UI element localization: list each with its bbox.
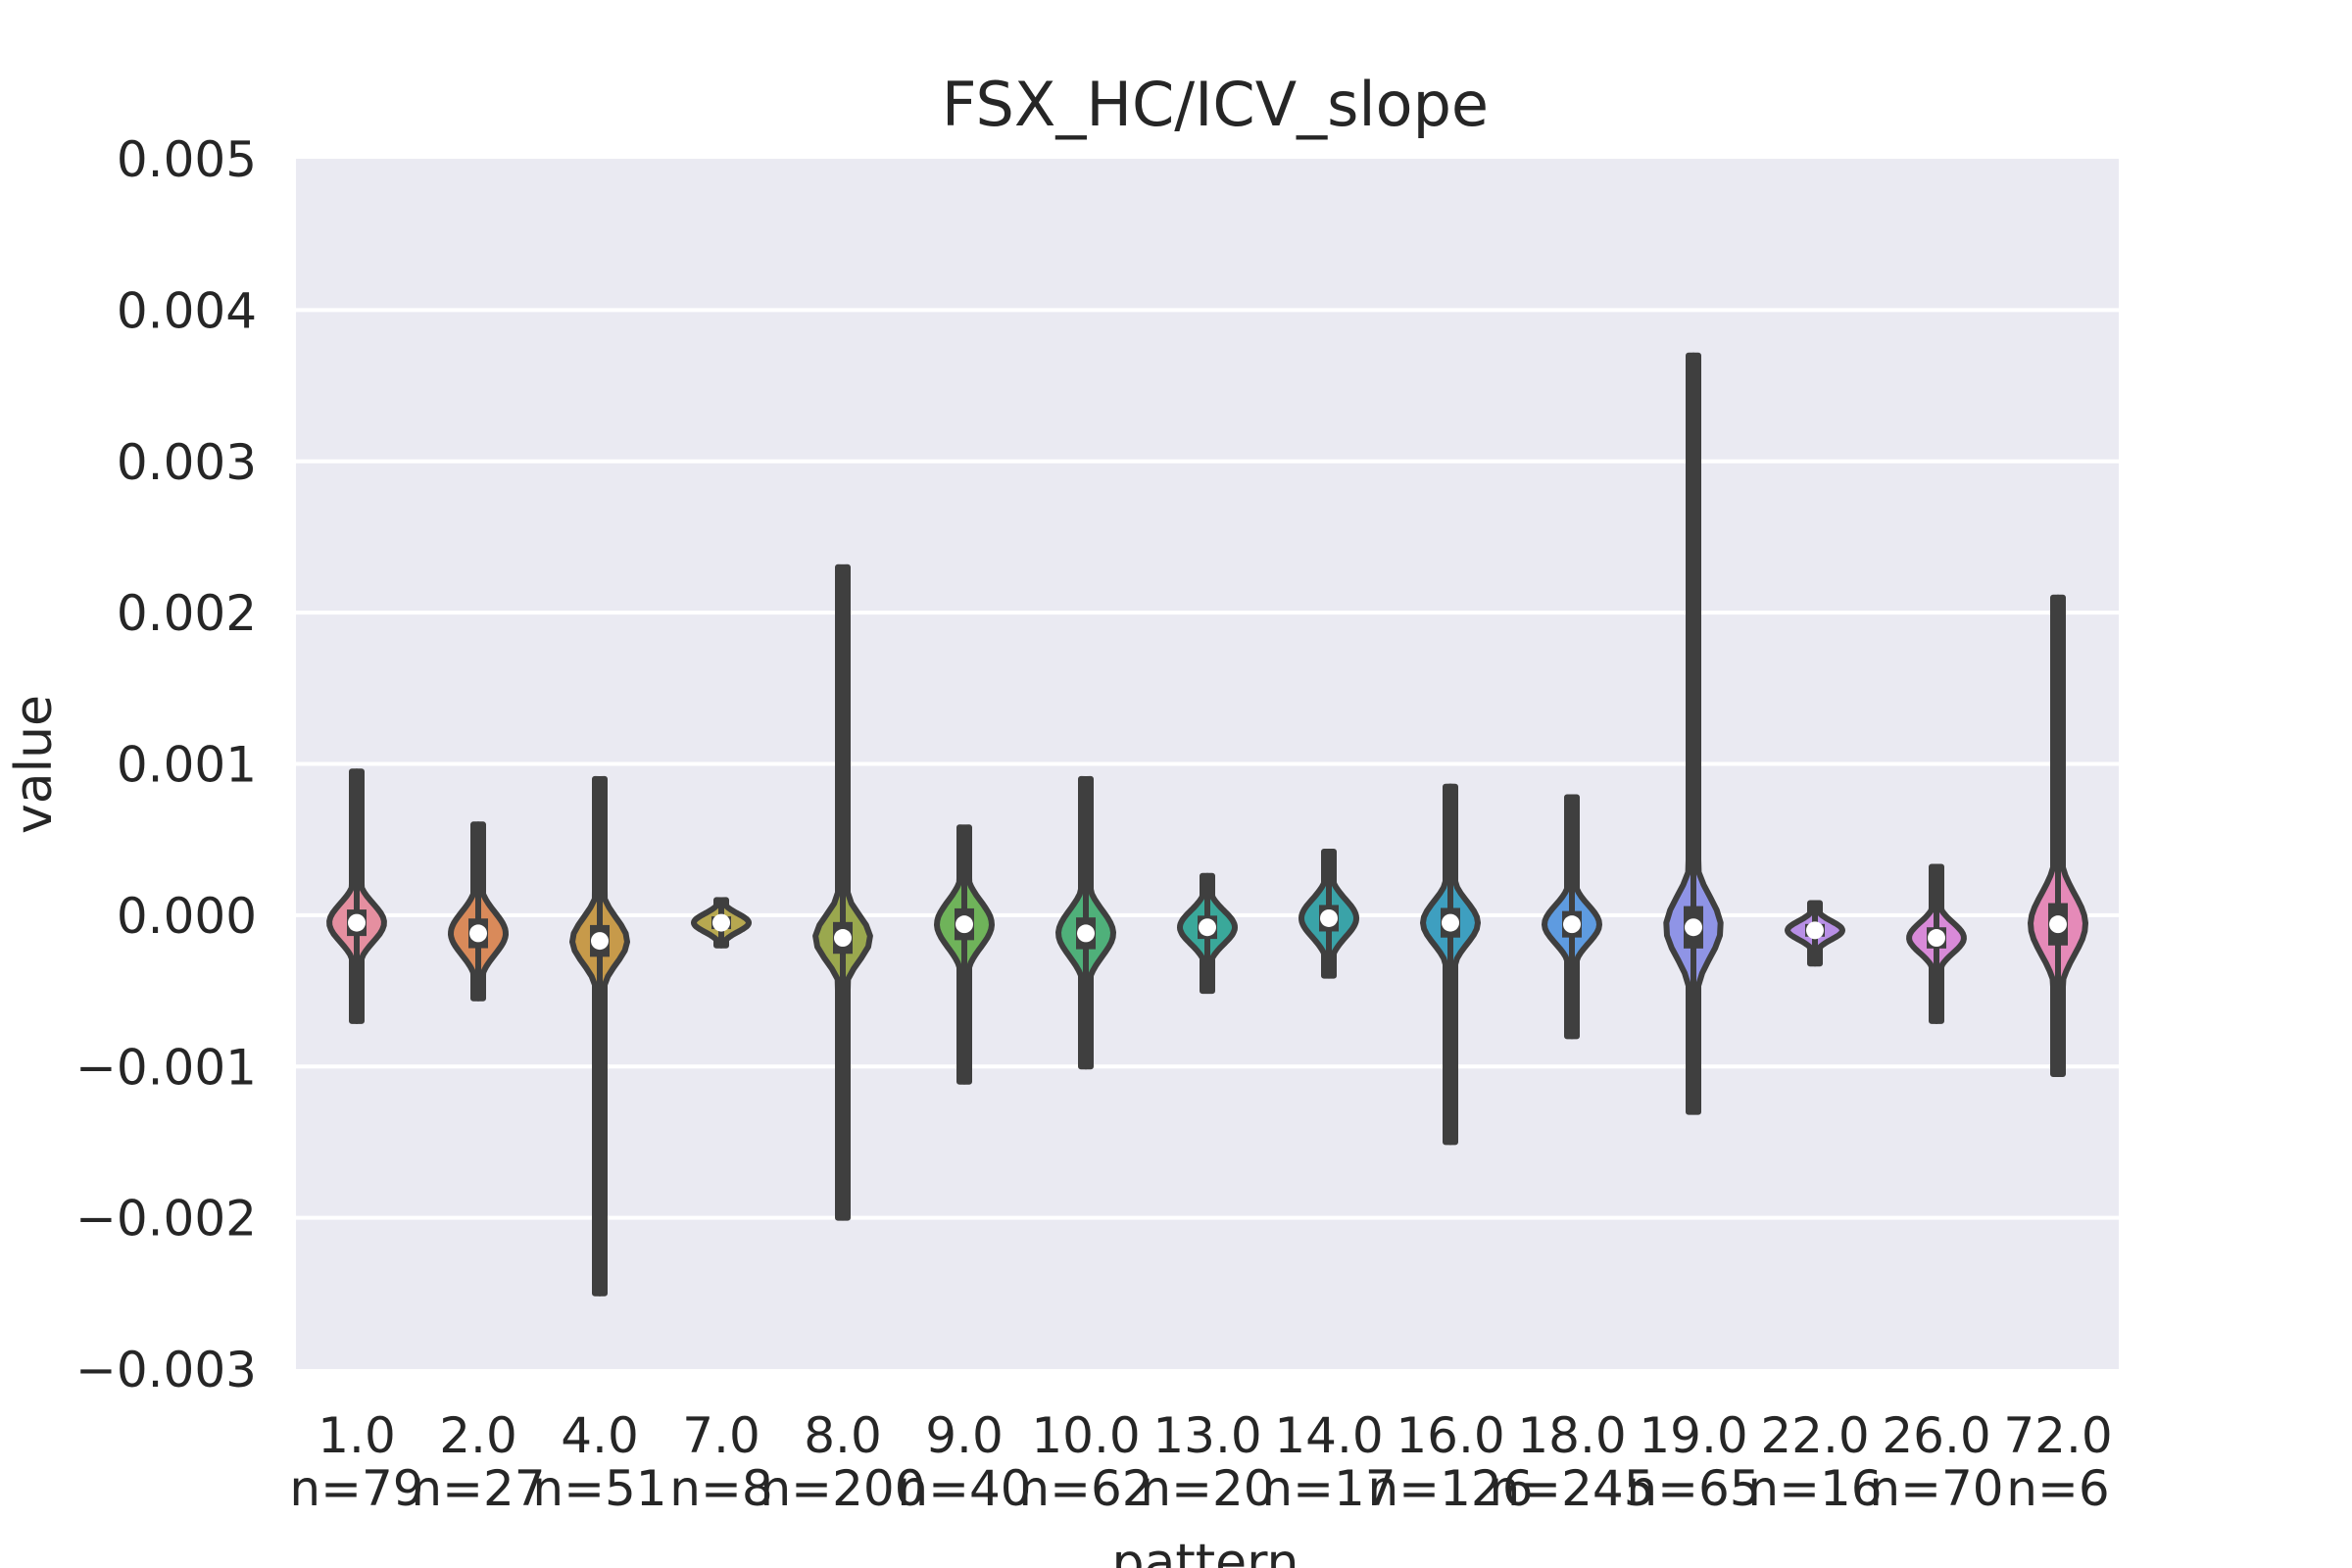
x-tick-label: 18.0: [1517, 1407, 1626, 1464]
median-marker: [1442, 913, 1459, 932]
violin: [1420, 783, 1481, 1146]
y-tick-label: −0.001: [75, 1039, 257, 1096]
violin: [1785, 900, 1845, 967]
y-tick-label: 0.000: [117, 888, 257, 945]
median-marker: [712, 913, 730, 932]
x-tick-label: 16.0: [1396, 1407, 1504, 1464]
x-tick-count-label: n=27: [411, 1460, 545, 1517]
median-marker: [2049, 915, 2067, 934]
y-tick-labels: −0.003 −0.002 −0.001 0.000 0.001 0.002 0.003 0.…: [75, 131, 257, 1398]
x-tick-label: 10.0: [1031, 1407, 1140, 1464]
violin: [1542, 794, 1602, 1040]
violin: [569, 775, 630, 1297]
x-tick-count-label: n=17: [1261, 1460, 1396, 1517]
x-tick-count-label: n=245: [1489, 1460, 1654, 1517]
x-tick-label: 14.0: [1274, 1407, 1383, 1464]
x-tick-label: 1.0: [318, 1407, 396, 1464]
x-tick-label: 19.0: [1639, 1407, 1747, 1464]
violin: [934, 824, 995, 1085]
median-marker: [469, 924, 487, 943]
median-marker: [1685, 918, 1702, 937]
x-tick-count-label: n=65: [1626, 1460, 1760, 1517]
median-marker: [1806, 921, 1824, 940]
y-tick-label: −0.003: [75, 1342, 257, 1398]
median-marker: [1320, 908, 1338, 927]
x-tick-label: 2.0: [439, 1407, 517, 1464]
x-tick-count-label: n=70: [1869, 1460, 2003, 1517]
violin: [812, 564, 873, 1221]
x-tick-labels: 1.0n=792.0n=274.0n=517.0n=88.0n=2009.0n=…: [289, 1407, 2112, 1517]
median-marker: [1077, 924, 1095, 943]
median-marker: [956, 915, 973, 934]
x-tick-count-label: n=8: [669, 1460, 772, 1517]
x-tick-count-label: n=126: [1367, 1460, 1533, 1517]
y-tick-label: 0.005: [117, 131, 257, 188]
y-tick-label: −0.002: [75, 1191, 257, 1248]
violin: [1177, 872, 1238, 995]
x-tick-label: 22.0: [1760, 1407, 1869, 1464]
x-tick-count-label: n=79: [289, 1460, 423, 1517]
violin: [1298, 849, 1359, 979]
x-tick-label: 7.0: [682, 1407, 760, 1464]
x-tick-count-label: n=40: [897, 1460, 1031, 1517]
x-tick-count-label: n=51: [532, 1460, 666, 1517]
median-marker: [834, 929, 852, 948]
x-tick-count-label: n=62: [1018, 1460, 1152, 1517]
x-tick-label: 26.0: [1882, 1407, 1990, 1464]
x-tick-count-label: n=200: [760, 1460, 925, 1517]
violin: [448, 821, 509, 1002]
violins: [326, 352, 2088, 1297]
x-tick-count-label: n=6: [2006, 1460, 2109, 1517]
median-marker: [591, 932, 609, 951]
x-tick-label: 72.0: [2003, 1407, 2112, 1464]
median-marker: [1199, 918, 1216, 937]
x-axis-label: pattern: [1111, 1534, 1298, 1568]
median-marker: [1563, 915, 1581, 934]
violin: [691, 897, 752, 949]
x-tick-label: 9.0: [925, 1407, 1004, 1464]
violin: [2028, 594, 2088, 1077]
y-tick-label: 0.001: [117, 737, 257, 794]
violin: [1906, 863, 1967, 1024]
median-marker: [1928, 929, 1945, 948]
chart-title: FSX_HC/ICV_slope: [942, 69, 1489, 140]
violin: [1663, 352, 1724, 1115]
median-marker: [348, 913, 366, 932]
y-tick-label: 0.003: [117, 434, 257, 491]
y-tick-label: 0.002: [117, 585, 257, 642]
x-tick-count-label: n=16: [1747, 1460, 1882, 1517]
y-axis-label: value: [5, 695, 64, 834]
x-tick-label: 8.0: [804, 1407, 882, 1464]
violin: [1055, 775, 1116, 1070]
x-tick-label: 13.0: [1152, 1407, 1261, 1464]
x-tick-count-label: n=20: [1140, 1460, 1274, 1517]
y-tick-label: 0.004: [117, 282, 257, 339]
violin: [326, 768, 387, 1024]
x-tick-label: 4.0: [561, 1407, 639, 1464]
